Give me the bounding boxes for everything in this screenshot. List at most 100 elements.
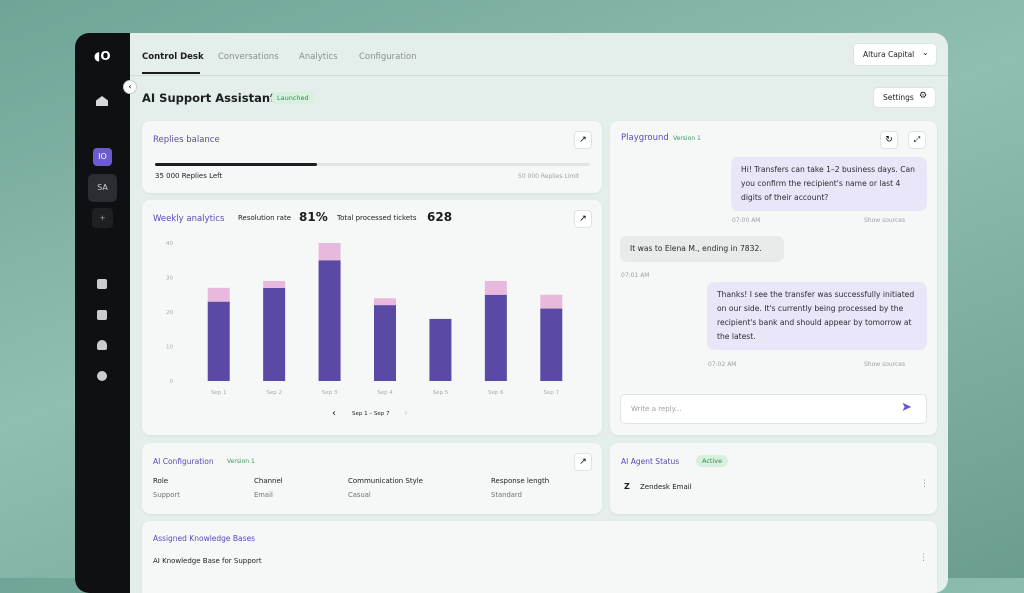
tab-underline bbox=[142, 72, 200, 74]
field-value: Standard bbox=[491, 491, 522, 499]
progress-fill bbox=[155, 163, 317, 166]
settings-button[interactable]: Settings ⚙ bbox=[873, 87, 936, 108]
logo: ◖O bbox=[94, 49, 111, 63]
send-icon[interactable]: ➤ bbox=[901, 400, 912, 415]
progress-track bbox=[155, 163, 590, 166]
replies-card: Replies balance ↗ 35 000 Replies Left 50… bbox=[142, 121, 602, 193]
bar-segment bbox=[374, 305, 396, 381]
home-icon[interactable] bbox=[96, 96, 108, 106]
replies-limit: 50 000 Replies Limit bbox=[518, 173, 580, 180]
collapse-button[interactable]: ‹ bbox=[123, 80, 137, 94]
tab[interactable]: Conversations bbox=[218, 52, 279, 62]
knowledge-item: AI Knowledge Base for Support bbox=[153, 557, 262, 565]
more-button[interactable]: ⋮ bbox=[919, 553, 928, 563]
gear-icon: ⚙ bbox=[919, 91, 928, 101]
bar-segment bbox=[540, 294, 563, 309]
reply-input[interactable]: Write a reply... ➤ bbox=[620, 394, 927, 424]
billing-icon[interactable] bbox=[97, 310, 107, 320]
card-title: AI Agent Status bbox=[621, 457, 680, 466]
help-icon[interactable] bbox=[97, 371, 107, 381]
field-label: Response length bbox=[491, 477, 550, 485]
message-bubble: Hi! Transfers can take 1–2 business days… bbox=[731, 157, 927, 211]
x-tick-label: Sep 2 bbox=[266, 390, 282, 396]
bar-segment bbox=[540, 308, 563, 381]
metric-label: Total processed tickets bbox=[337, 214, 417, 222]
card-title: AI Configuration bbox=[153, 457, 214, 466]
open-button[interactable]: ↗ bbox=[574, 210, 592, 228]
knowledge-card: Assigned Knowledge Bases AI Knowledge Ba… bbox=[142, 521, 937, 593]
x-tick-label: Sep 5 bbox=[433, 390, 449, 396]
config-card: AI Configuration Version 1 ↗ Role Suppor… bbox=[142, 443, 602, 514]
user-icon[interactable] bbox=[97, 340, 107, 350]
card-title: Replies balance bbox=[153, 135, 220, 145]
tab[interactable]: Configuration bbox=[359, 52, 417, 62]
field-label: Role bbox=[153, 477, 169, 485]
y-tick-label: 40 bbox=[166, 241, 173, 247]
y-tick-label: 30 bbox=[166, 276, 173, 282]
more-button[interactable]: ⋮ bbox=[920, 479, 929, 489]
message-time: 07:02 AM bbox=[708, 361, 737, 368]
integration: Zendesk Email bbox=[640, 483, 692, 491]
bar-segment bbox=[207, 287, 230, 302]
app-window: ◖O IO SA + ‹ Control Desk Conversations … bbox=[75, 33, 948, 593]
bar-segment bbox=[318, 243, 341, 261]
sidebar: ◖O IO SA + bbox=[75, 33, 130, 593]
y-tick-label: 20 bbox=[166, 310, 173, 316]
card-title: Weekly analytics bbox=[153, 214, 225, 224]
add-workspace[interactable]: + bbox=[92, 208, 113, 228]
tab-active[interactable]: Control Desk bbox=[142, 52, 204, 62]
account-dropdown[interactable]: Altura Capital ⌄ bbox=[853, 43, 937, 66]
show-sources[interactable]: Show sources bbox=[864, 217, 906, 224]
card-title: Playground bbox=[621, 133, 669, 143]
bar-segment bbox=[429, 318, 452, 381]
message-time: 07:00 AM bbox=[732, 217, 761, 224]
metric-value: 628 bbox=[427, 210, 453, 224]
field-label: Channel bbox=[254, 477, 283, 485]
workspace[interactable]: SA bbox=[88, 174, 117, 202]
card-title: Assigned Knowledge Bases bbox=[153, 534, 256, 543]
workspace-logo[interactable]: IO bbox=[93, 148, 112, 166]
open-button[interactable]: ↗ bbox=[574, 453, 592, 471]
bar-segment bbox=[374, 298, 396, 306]
settings-label: Settings bbox=[883, 93, 914, 102]
x-tick-label: Sep 6 bbox=[488, 390, 504, 396]
bar-segment bbox=[207, 301, 230, 381]
reset-button[interactable]: ↻ bbox=[880, 131, 898, 149]
bar-chart: 0 10 20 30 40 Sep 1 Sep 2 Sep 3 Sep 4 Sep 5 Sep 6 S… bbox=[166, 241, 563, 396]
x-tick-label: Sep 3 bbox=[322, 390, 338, 396]
replies-left: 35 000 Replies Left bbox=[155, 172, 223, 180]
version: Version 1 bbox=[673, 135, 701, 142]
x-tick-label: Sep 7 bbox=[543, 390, 559, 396]
message-time: 07:01 AM bbox=[621, 272, 650, 279]
tab-divider bbox=[130, 75, 948, 76]
x-tick-label: Sep 1 bbox=[211, 390, 227, 396]
date-range: Sep 1 – Sep 7 bbox=[352, 411, 390, 417]
next-button[interactable]: › bbox=[404, 408, 408, 419]
playground-card: Playground Version 1 ↻ ⤢ Hi! Transfers c… bbox=[610, 121, 937, 435]
zendesk-icon: Z bbox=[624, 482, 630, 491]
bar-segment bbox=[318, 260, 341, 381]
open-button[interactable]: ↗ bbox=[574, 131, 592, 149]
metric-value: 81% bbox=[299, 210, 328, 224]
docs-icon[interactable] bbox=[97, 279, 107, 289]
page-title: AI Support Assistant bbox=[142, 91, 276, 105]
show-sources[interactable]: Show sources bbox=[864, 361, 906, 368]
bar-segment bbox=[263, 287, 286, 381]
y-tick-label: 10 bbox=[166, 345, 173, 351]
account-name: Altura Capital bbox=[863, 50, 915, 59]
agent-status-card: AI Agent Status Active Z Zendesk Email ⋮ bbox=[610, 443, 937, 514]
bar-segment bbox=[263, 280, 286, 288]
prev-button[interactable]: ‹ bbox=[332, 408, 336, 419]
metric-label: Resolution rate bbox=[238, 214, 292, 222]
bar-segment bbox=[484, 280, 507, 295]
message-bubble: It was to Elena M., ending in 7832. bbox=[620, 236, 784, 262]
y-tick-label: 0 bbox=[170, 379, 174, 385]
tab[interactable]: Analytics bbox=[299, 52, 338, 62]
message-bubble: Thanks! I see the transfer was successfu… bbox=[707, 282, 927, 350]
analytics-card: Weekly analytics Resolution rate 81% Tot… bbox=[142, 200, 602, 435]
chevron: ⌄ bbox=[922, 48, 929, 57]
fullscreen-button[interactable]: ⤢ bbox=[908, 131, 926, 149]
bar-segment bbox=[484, 294, 507, 381]
field-value: Support bbox=[153, 491, 180, 499]
